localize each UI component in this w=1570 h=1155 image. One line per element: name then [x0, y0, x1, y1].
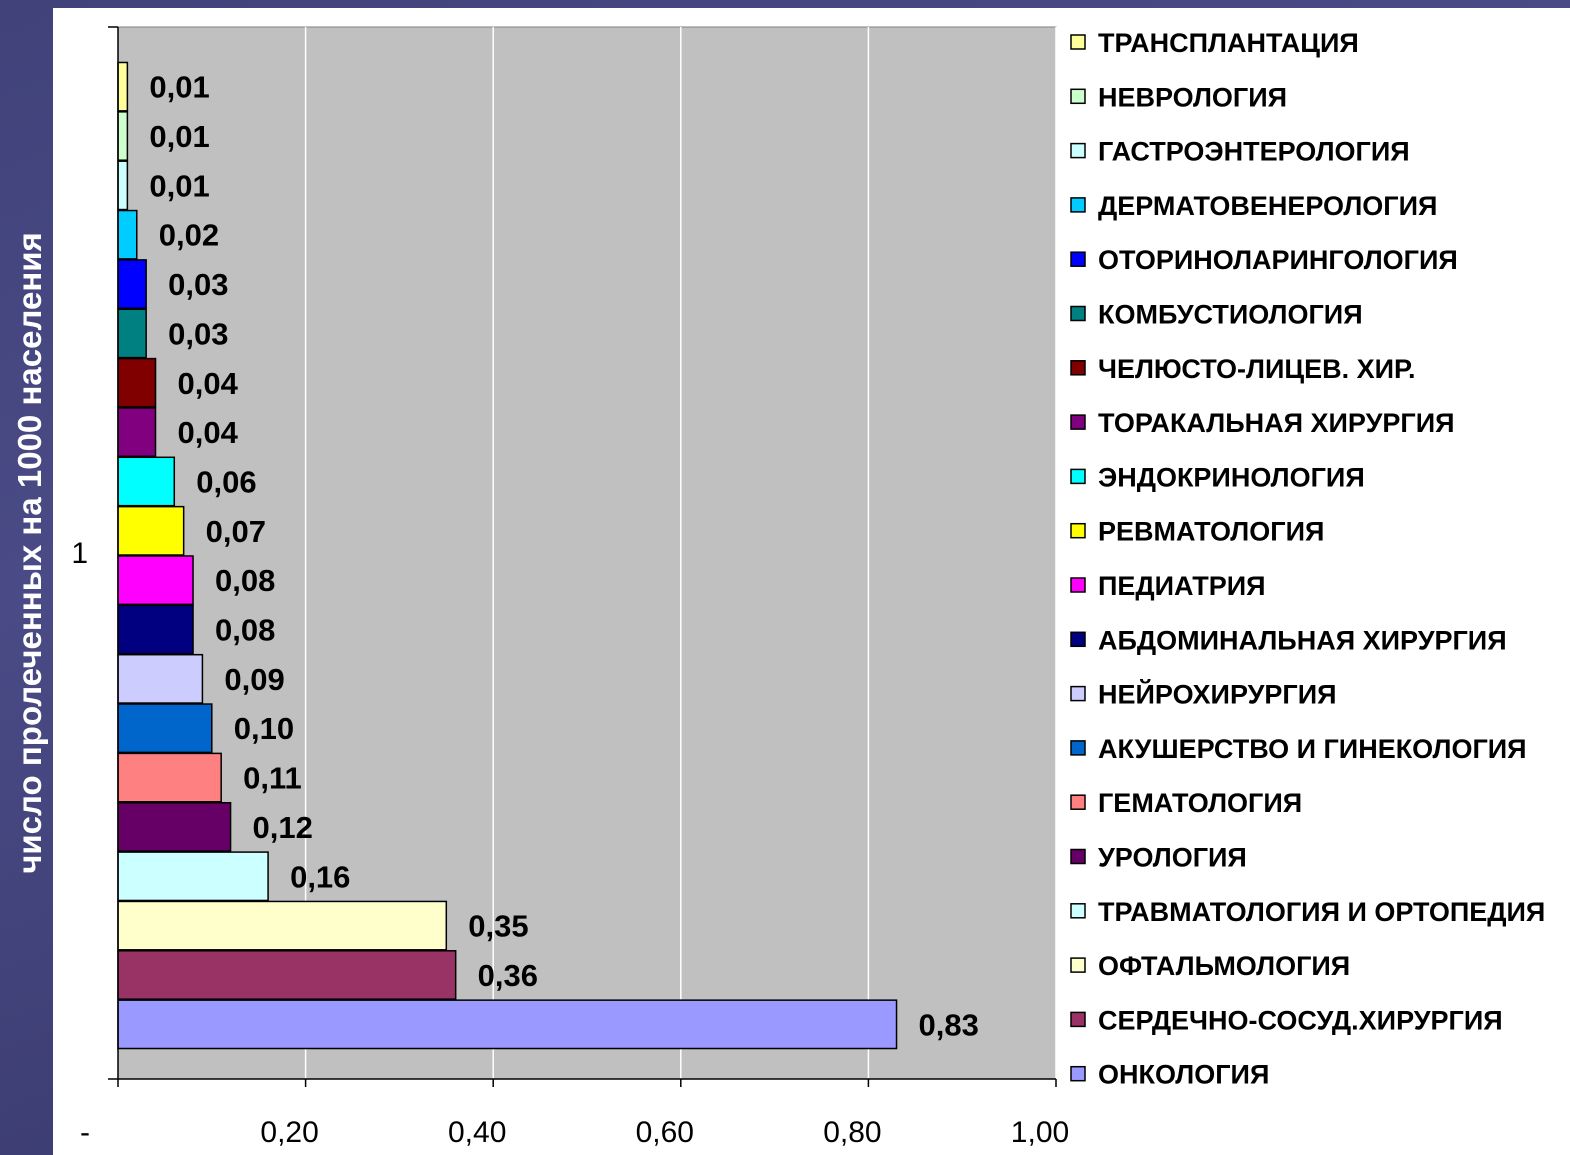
value-labels: 0,01 0,01 0,01 0,02 0,03 0,03 0,04 0,04 0,06 0,07… — [149, 70, 979, 1043]
x-tick-label: 0,20 — [260, 1116, 318, 1149]
data-label: 0,10 — [234, 711, 294, 746]
legend-swatch — [1070, 34, 1086, 50]
legend-swatch — [1070, 142, 1086, 159]
legend-swatch — [1070, 903, 1086, 919]
legend-swatch — [1070, 631, 1086, 648]
chart-panel: 0,01 0,01 0,01 0,02 0,03 0,03 0,04 0,04 0,06 0,07… — [53, 8, 1570, 1155]
legend-label: ОТОРИНОЛАРИНГОЛОГИЯ — [1098, 245, 1458, 275]
y-axis-title: число пролеченных на 1000 населения — [11, 232, 48, 874]
legend-swatch — [1070, 360, 1086, 376]
legend-label: ТРАНСПЛАНТАЦИЯ — [1098, 28, 1359, 58]
bar — [117, 308, 147, 359]
bar — [117, 555, 194, 606]
bar — [117, 407, 157, 458]
legend-label: ТОРАКАЛЬНАЯ ХИРУРГИЯ — [1098, 408, 1455, 438]
legend-label: ДЕРМАТОВЕНЕРОЛОГИЯ — [1098, 191, 1437, 221]
legend-label: ОФТАЛЬМОЛОГИЯ — [1098, 951, 1350, 981]
bar — [117, 801, 232, 852]
legend-swatch — [1070, 577, 1086, 593]
axes: 1 - 0,20 0,40 0,60 0,80 1,00 — [71, 26, 1069, 1149]
bars — [117, 61, 898, 1050]
data-label: 0,35 — [468, 909, 528, 944]
data-label: 0,03 — [168, 316, 228, 351]
legend-label: СЕРДЕЧНО-СОСУД.ХИРУРГИЯ — [1098, 1005, 1503, 1035]
legend-swatch — [1070, 522, 1086, 539]
legend-label: КОМБУСТИОЛОГИЯ — [1098, 300, 1363, 330]
legend-swatch — [1070, 1011, 1086, 1028]
bar — [117, 357, 157, 408]
legend-swatch — [1070, 414, 1086, 430]
data-label: 0,02 — [159, 218, 219, 253]
legend-swatch — [1070, 957, 1086, 973]
legend-label: ЧЕЛЮСТО-ЛИЦЕВ. ХИР. — [1098, 354, 1416, 384]
legend-label: ТРАВМАТОЛОГИЯ И ОРТОПЕДИЯ — [1098, 897, 1545, 927]
legend-label: АБДОМИНАЛЬНАЯ ХИРУРГИЯ — [1098, 625, 1507, 655]
legend-swatch — [1070, 1065, 1086, 1082]
legend-label: ГЕМАТОЛОГИЯ — [1098, 788, 1302, 818]
legend-label: РЕВМАТОЛОГИЯ — [1098, 517, 1324, 547]
data-label: 0,83 — [919, 1007, 979, 1042]
legend-label: АКУШЕРСТВО И ГИНЕКОЛОГИЯ — [1098, 734, 1527, 764]
data-label: 0,11 — [243, 761, 302, 796]
bar — [117, 752, 222, 803]
legend-label: ПЕДИАТРИЯ — [1098, 571, 1266, 601]
bar — [117, 505, 185, 556]
legend-label: ЭНДОКРИНОЛОГИЯ — [1098, 462, 1365, 492]
data-label: 0,16 — [290, 859, 350, 894]
bar — [117, 900, 448, 951]
data-label: 0,09 — [224, 662, 284, 697]
legend-swatch — [1070, 88, 1086, 105]
legend-swatch — [1070, 685, 1086, 702]
legend-label: УРОЛОГИЯ — [1098, 843, 1247, 873]
legend-swatch — [1070, 848, 1086, 865]
legend-label: НЕЙРОХИРУРГИЯ — [1098, 679, 1337, 710]
bar — [117, 209, 138, 260]
x-tick-label: 1,00 — [1011, 1116, 1069, 1149]
data-label: 0,08 — [215, 563, 275, 598]
bar — [117, 950, 457, 1000]
y-axis-title-area: число пролеченных на 1000 населения — [0, 0, 60, 1155]
bar — [117, 703, 213, 754]
data-label: 0,01 — [149, 70, 209, 105]
bar — [117, 653, 204, 704]
x-tick-label: 0,80 — [823, 1116, 881, 1149]
legend-label: НЕВРОЛОГИЯ — [1098, 82, 1287, 112]
legend-swatch — [1070, 740, 1086, 756]
bar — [117, 456, 176, 507]
legend-swatch — [1070, 251, 1086, 267]
x-tick-label: - — [80, 1116, 90, 1149]
legend-swatch — [1070, 794, 1086, 810]
bar — [117, 111, 129, 161]
data-label: 0,03 — [168, 267, 228, 302]
legend-swatch — [1070, 197, 1086, 213]
legend-swatch — [1070, 468, 1086, 485]
data-label: 0,01 — [149, 119, 209, 154]
data-label: 0,04 — [178, 366, 239, 401]
bar — [117, 851, 269, 902]
data-label: 0,12 — [253, 810, 313, 845]
x-tick-label: 0,40 — [448, 1116, 506, 1149]
bar — [117, 259, 147, 310]
bar — [117, 61, 129, 112]
data-label: 0,01 — [149, 168, 209, 203]
data-label: 0,06 — [196, 464, 256, 499]
data-label: 0,07 — [206, 514, 266, 549]
bar — [117, 160, 129, 211]
bar — [117, 604, 194, 655]
data-label: 0,04 — [178, 415, 239, 450]
bar — [117, 999, 898, 1050]
data-label: 0,36 — [478, 958, 538, 993]
data-label: 0,08 — [215, 613, 275, 648]
legend-label: ОНКОЛОГИЯ — [1098, 1060, 1269, 1090]
legend-label: ГАСТРОЭНТЕРОЛОГИЯ — [1098, 137, 1410, 167]
bar-chart: 0,01 0,01 0,01 0,02 0,03 0,03 0,04 0,04 0,06 0,07… — [71, 26, 1545, 1149]
legend: ТРАНСПЛАНТАЦИЯ НЕВРОЛОГИЯ ГАСТРОЭНТЕРОЛОГИ… — [1070, 28, 1545, 1090]
y-category-label: 1 — [71, 537, 88, 570]
legend-swatch — [1070, 305, 1086, 322]
x-tick-label: 0,60 — [636, 1116, 694, 1149]
